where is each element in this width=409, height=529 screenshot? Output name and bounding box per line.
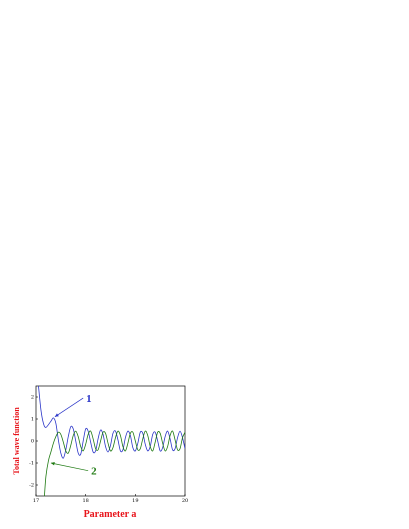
y-tick-label: -1 (29, 461, 34, 467)
y-tick-label: 1 (31, 417, 34, 423)
x-axis-ticks: 17 18 19 20 (33, 494, 188, 504)
series-line-2 (44, 430, 185, 496)
series-layer (38, 386, 185, 496)
x-tick-label: 17 (33, 498, 39, 504)
x-tick-label: 19 (132, 498, 138, 504)
annotation-label-2: 2 (91, 466, 97, 478)
annotation-arrow-1 (54, 397, 84, 418)
y-axis-ticks: -2 -1 0 1 2 (29, 395, 38, 489)
annotation-arrowhead-2 (50, 462, 55, 466)
series-line-1 (38, 386, 185, 459)
x-axis-label: Parameter a (84, 509, 137, 520)
annotation-layer: 12 (50, 393, 97, 478)
annotation-arrow-2 (50, 462, 89, 472)
x-tick-label: 20 (182, 498, 188, 504)
y-tick-label: 0 (31, 439, 34, 445)
y-tick-label: 2 (31, 395, 34, 401)
y-axis-label: Total wave function (12, 407, 21, 475)
x-tick-label: 18 (82, 498, 88, 504)
annotation-label-1: 1 (86, 393, 92, 405)
annotation-arrowhead-1 (54, 413, 59, 417)
y-tick-label: -2 (29, 483, 34, 489)
